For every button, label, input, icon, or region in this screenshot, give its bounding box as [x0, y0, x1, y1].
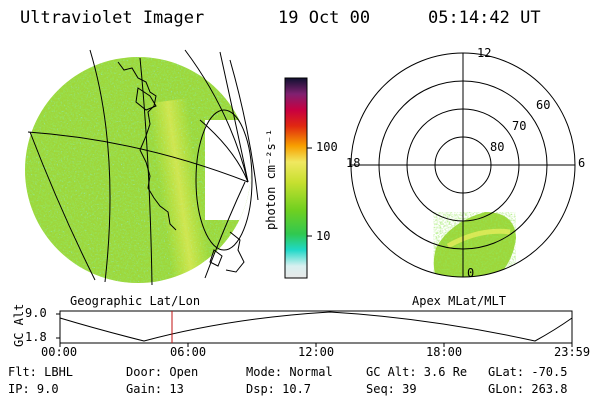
orbit-altitude-curve: [59, 311, 573, 342]
timeline-ylabel: GC Alt: [12, 303, 26, 347]
timeline-ticks: [59, 343, 573, 347]
colorbar: [284, 77, 308, 279]
gc-altitude-value: GC Alt: 3.6 Re: [366, 365, 468, 379]
geographic-grid: [27, 49, 259, 286]
door-status: Door: Open: [126, 365, 199, 379]
mlat-label-80: 80: [490, 140, 505, 154]
ip-value: IP: 9.0: [8, 382, 59, 396]
dsp-value: Dsp: 10.7: [246, 382, 312, 396]
gain-value: Gain: 13: [126, 382, 184, 396]
mlat-label-60: 60: [536, 98, 551, 112]
mlt-label-right: 6: [578, 156, 586, 170]
instrument-title: Ultraviolet Imager: [20, 8, 205, 28]
mode-value: Mode: Normal: [246, 365, 333, 379]
mlat-label-70: 70: [512, 119, 527, 133]
timeline-ytick-high: 9.0: [25, 306, 47, 320]
geographic-image: [25, 57, 251, 283]
timeline-xtick-1800: 18:00: [426, 345, 463, 359]
timeline-ytick-low: 1.8: [25, 330, 47, 344]
right-panel-caption: Apex MLat/MLT: [412, 294, 506, 308]
geo-latitude-value: GLat: -70.5: [488, 365, 568, 379]
mlt-label-left: 18: [346, 156, 361, 170]
timeline-xtick-0600: 06:00: [170, 345, 207, 359]
observation-time: 05:14:42 UT: [428, 8, 541, 28]
mlt-label-bottom: 0: [467, 266, 475, 280]
colorbar-tick-10: 10: [316, 229, 331, 243]
mlt-label-top: 12: [477, 46, 492, 60]
filter-value: Flt: LBHL: [8, 365, 74, 379]
geo-longitude-value: GLon: 263.8: [488, 382, 568, 396]
observation-date: 19 Oct 00: [278, 8, 371, 28]
timeline-xtick-1200: 12:00: [298, 345, 335, 359]
coastline: [117, 61, 245, 273]
timeline-xtick-0000: 00:00: [41, 345, 78, 359]
timeline-frame: [59, 310, 573, 344]
colorbar-unit-label: photon cm⁻²s⁻¹: [264, 128, 278, 230]
polar-grid: [350, 52, 576, 278]
sequence-value: Seq: 39: [366, 382, 417, 396]
left-panel-caption: Geographic Lat/Lon: [70, 294, 201, 308]
colorbar-tick-100: 100: [316, 140, 338, 154]
timeline-xtick-2359: 23:59: [554, 345, 591, 359]
